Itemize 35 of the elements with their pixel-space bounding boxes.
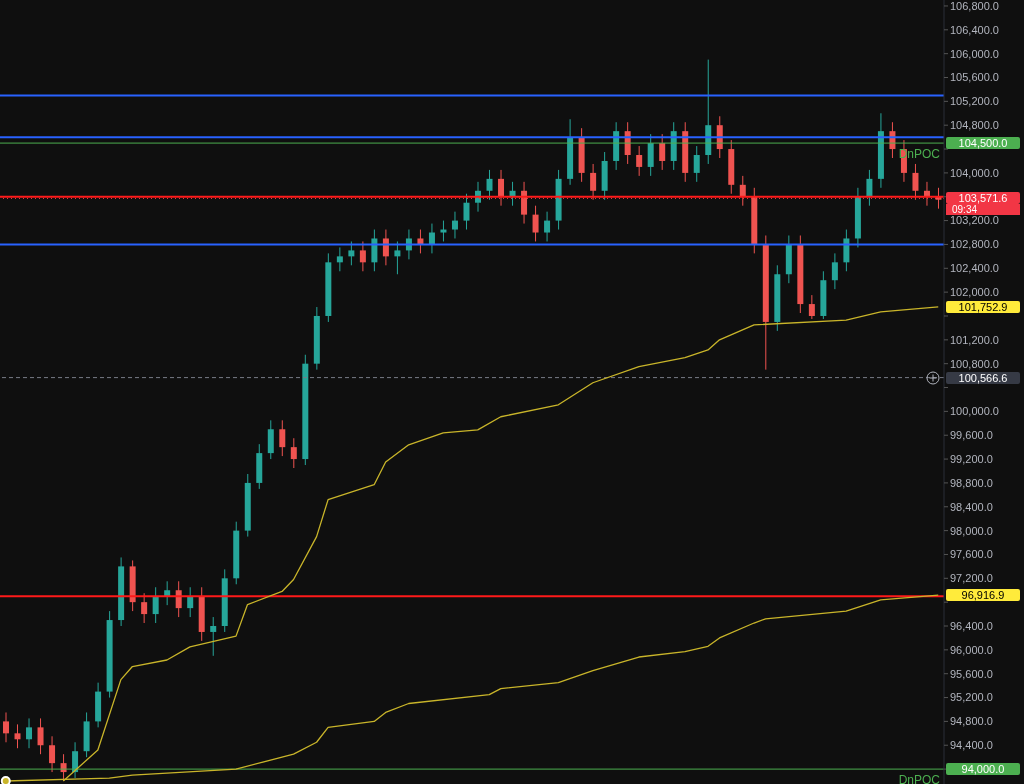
y-tick-label: 96,000.0 [950, 643, 993, 656]
text: 94,000.0 [946, 763, 1020, 776]
y-tick-label: 102,800.0 [950, 238, 999, 251]
y-tick-label: 99,600.0 [950, 429, 993, 442]
text: 104,500.0 [946, 137, 1020, 150]
text: 101,752.9 [946, 300, 1020, 313]
y-tick-label: 102,000.0 [950, 286, 999, 299]
y-tick-label: 95,600.0 [950, 667, 993, 680]
y-tick-label: 94,800.0 [950, 715, 993, 728]
y-tick-label: 100,800.0 [950, 357, 999, 370]
y-tick-label: 105,600.0 [950, 71, 999, 84]
y-tick-label: 105,200.0 [950, 95, 999, 108]
y-tick-label: 101,200.0 [950, 333, 999, 346]
y-tick-label: 98,400.0 [950, 500, 993, 513]
text: 09:34 [946, 204, 1020, 216]
text: 103,571.6 [946, 192, 1020, 205]
y-tick-label: 104,000.0 [950, 166, 999, 179]
y-tick-label: 106,800.0 [950, 0, 999, 12]
y-tick-label: 97,600.0 [950, 548, 993, 561]
y-tick-label: 94,400.0 [950, 739, 993, 752]
y-tick-label: 103,200.0 [950, 214, 999, 227]
y-tick-label: 98,800.0 [950, 476, 993, 489]
y-tick-label: 95,200.0 [950, 691, 993, 704]
y-tick-label: 97,200.0 [950, 572, 993, 585]
y-tick-label: 106,000.0 [950, 47, 999, 60]
y-tick-label: 99,200.0 [950, 452, 993, 465]
y-tick-label: 96,400.0 [950, 619, 993, 632]
text: 96,916.9 [946, 589, 1020, 602]
y-tick-label: 106,400.0 [950, 23, 999, 36]
y-tick-label: 104,800.0 [950, 119, 999, 132]
ref-line-label: DnPOC [897, 773, 940, 784]
y-tick-label: 102,400.0 [950, 262, 999, 275]
text: 100,566.6 [946, 371, 1020, 384]
y-tick-label: 98,000.0 [950, 524, 993, 537]
y-tick-label: 100,000.0 [950, 405, 999, 418]
